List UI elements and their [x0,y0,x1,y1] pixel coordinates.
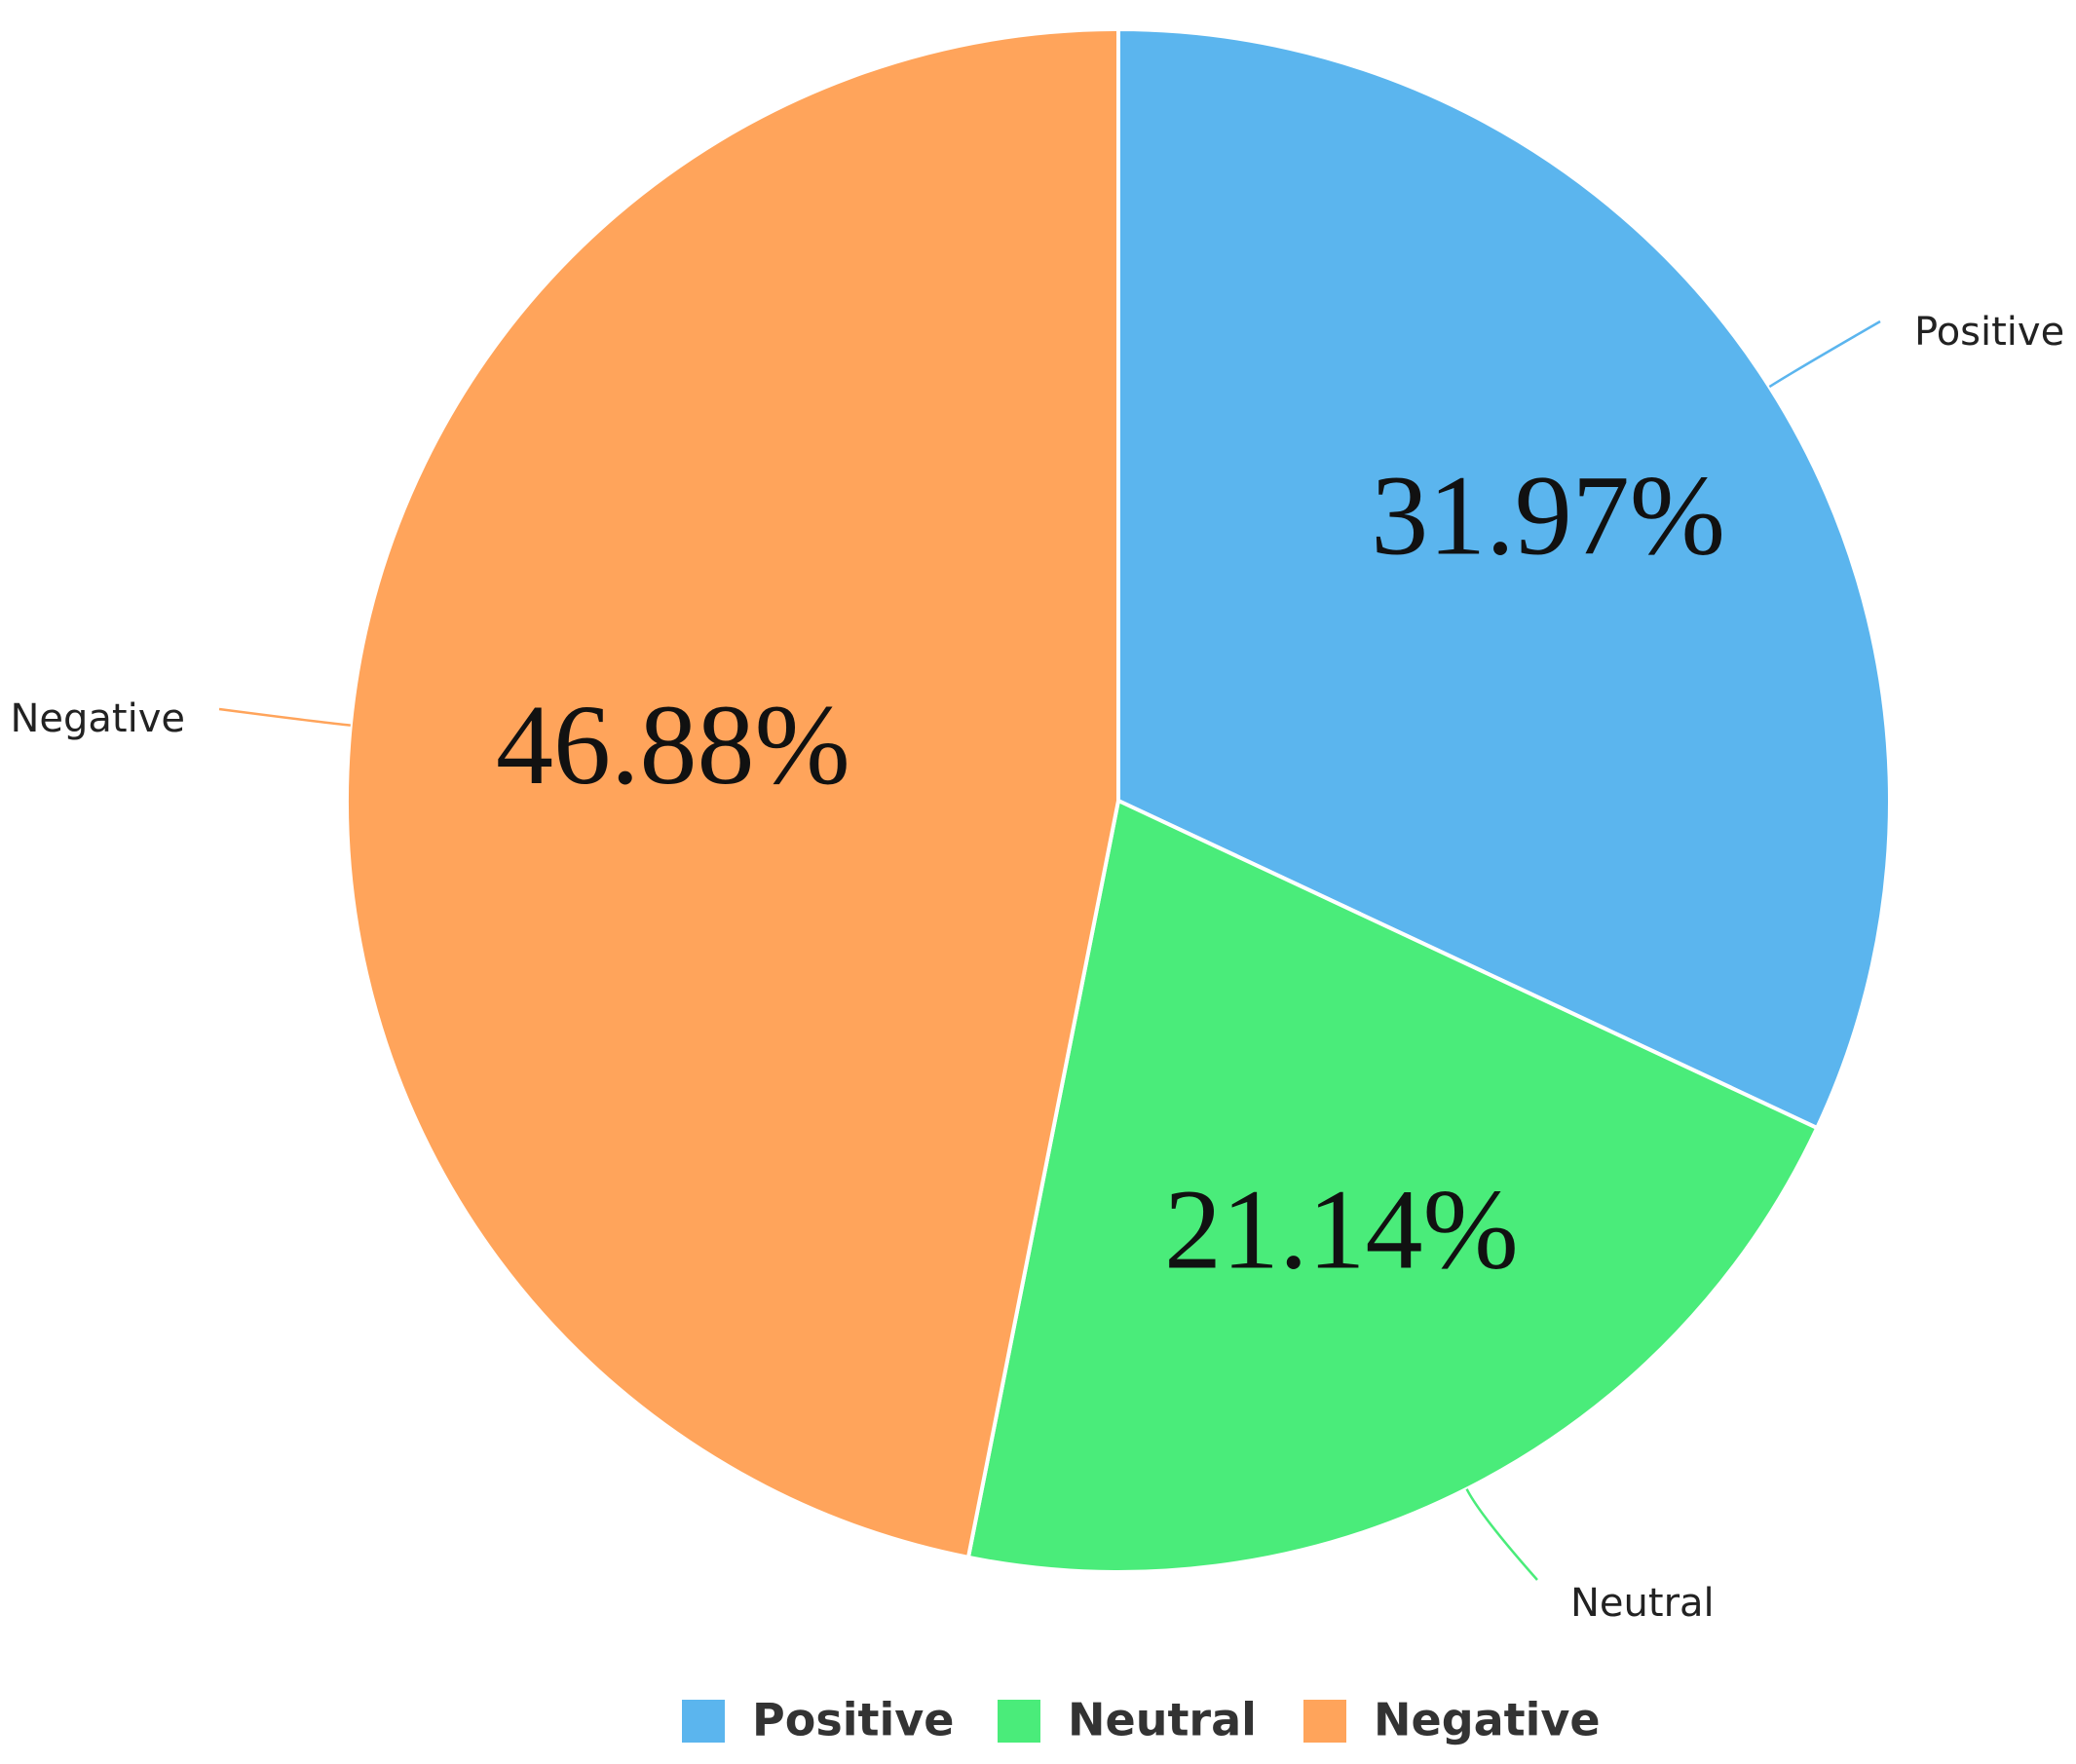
legend-label-positive: Positive [752,1694,954,1746]
slice-percentage-labels: 31.97% 21.14% 46.88% [496,452,1725,1294]
leader-line-negative [218,707,351,727]
slice-name-label-neutral: Neutral [1570,1581,1715,1626]
leader-line-positive [1768,319,1881,389]
pie-slices [345,26,1892,1574]
legend-item-positive[interactable]: Positive [682,1694,954,1746]
legend-label-negative: Negative [1374,1694,1601,1746]
legend-swatch-positive [682,1700,725,1743]
legend-item-negative[interactable]: Negative [1303,1694,1601,1746]
slice-outer-labels: Positive Neutral Negative [10,310,2064,1626]
slice-name-label-negative: Negative [10,696,185,741]
slice-percentage-positive: 31.97% [1371,452,1725,580]
slice-percentage-neutral: 21.14% [1164,1165,1519,1293]
legend-swatch-neutral [998,1700,1040,1743]
slice-percentage-negative: 46.88% [496,681,850,808]
slice-name-label-positive: Positive [1914,310,2064,355]
legend-item-neutral[interactable]: Neutral [998,1694,1257,1746]
legend[interactable]: Positive Neutral Negative [682,1694,1601,1746]
legend-swatch-negative [1303,1700,1346,1743]
leader-lines [218,319,1881,1581]
pie-slice-neutral[interactable] [965,798,1820,1574]
legend-label-neutral: Neutral [1068,1694,1257,1746]
leader-line-neutral [1465,1488,1538,1581]
